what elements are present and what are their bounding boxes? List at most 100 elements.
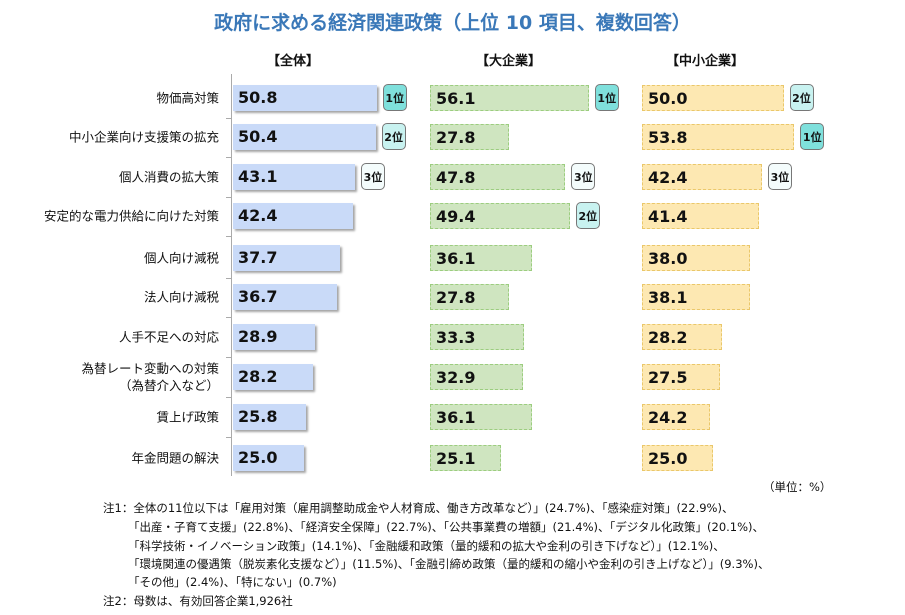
bar: 37.7: [233, 245, 340, 271]
panel-header-sme: 【中小企業】: [666, 54, 745, 69]
category-label: 中小企業向け支援策の拡充: [68, 129, 219, 145]
bar: 42.4: [642, 164, 762, 190]
rank-badge: 2位: [381, 123, 406, 150]
category-label: 安定的な電力供給に向けた対策: [43, 208, 219, 224]
data-label: 36.1: [436, 249, 476, 268]
data-label: 47.8: [436, 168, 476, 187]
data-label: 25.0: [648, 449, 688, 468]
chart-title: 政府に求める経済関連政策（上位 10 項目、複数回答）: [214, 12, 691, 34]
bar: 50.8: [233, 85, 377, 111]
axis-tick: [226, 317, 231, 318]
data-label: 32.9: [436, 368, 476, 387]
note-line: 注1：全体の11位以下は「雇用対策（雇用調整助成金や人材育成、働き方改革など）」…: [103, 501, 734, 515]
data-label: 37.7: [238, 248, 278, 267]
data-label: 28.2: [648, 328, 688, 347]
data-label: 27.8: [436, 128, 476, 147]
data-label: 43.1: [238, 167, 278, 186]
data-label: 42.4: [648, 168, 688, 187]
bar: 25.0: [642, 445, 713, 471]
bar: 38.0: [642, 245, 750, 271]
unit-label: （単位：%）: [763, 480, 832, 494]
bar: 25.0: [233, 445, 304, 471]
data-label: 24.2: [648, 408, 688, 427]
category-label: 法人向け減税: [143, 289, 219, 305]
axis-tick: [226, 278, 231, 279]
bar: 50.4: [233, 124, 376, 150]
axis-tick: [226, 397, 231, 398]
axis-tick: [226, 197, 231, 198]
bar: 38.1: [642, 284, 750, 310]
data-label: 50.4: [238, 127, 278, 146]
data-label: 27.8: [436, 288, 476, 307]
data-label: 42.4: [238, 206, 278, 225]
bar: 27.5: [642, 364, 720, 390]
category-axis: [231, 74, 232, 476]
data-label: 25.8: [238, 407, 278, 426]
bar: 24.2: [642, 404, 711, 430]
axis-tick: [226, 437, 231, 438]
bar: 43.1: [233, 164, 355, 190]
data-label: 25.1: [436, 449, 476, 468]
rank-badge: 1位: [800, 123, 825, 150]
data-label: 50.0: [648, 89, 688, 108]
category-label: 年金問題の解決: [131, 450, 219, 466]
bar: 47.8: [430, 164, 566, 190]
data-label: 33.3: [436, 328, 476, 347]
data-label: 28.9: [238, 327, 278, 346]
data-label: 38.0: [648, 249, 688, 268]
bar: 32.9: [430, 364, 524, 390]
data-label: 38.1: [648, 288, 688, 307]
data-label: 36.7: [238, 287, 278, 306]
bar: 33.3: [430, 324, 525, 350]
bar: 27.8: [430, 124, 509, 150]
bar: 36.7: [233, 284, 337, 310]
data-label: 27.5: [648, 368, 688, 387]
data-label: 28.2: [238, 367, 278, 386]
bar: 28.2: [233, 364, 313, 390]
bar: 36.1: [430, 245, 533, 271]
data-label: 50.8: [238, 88, 278, 107]
category-label: 個人消費の拡大策: [118, 169, 219, 185]
data-label: 25.0: [238, 448, 278, 467]
axis-tick: [226, 118, 231, 119]
category-label: 物価高対策: [156, 90, 219, 106]
note-line: 「その他」(2.4%)、「特にない」(0.7%): [128, 575, 337, 589]
data-label: 36.1: [436, 408, 476, 427]
category-label: 賃上げ政策: [156, 409, 219, 425]
category-label: 個人向け減税: [143, 250, 219, 266]
bar: 25.1: [430, 445, 502, 471]
bar: 28.9: [233, 324, 315, 350]
rank-badge: 2位: [575, 202, 600, 229]
bar: 53.8: [642, 124, 795, 150]
bar: 36.1: [430, 404, 533, 430]
note-line: 注2：母数は、有効回答企業1,926社: [103, 594, 293, 608]
category-label: 為替レート変動への対策 （為替介入など）: [81, 361, 219, 393]
rank-badge: 3位: [571, 163, 596, 190]
bar: 27.8: [430, 284, 509, 310]
axis-tick: [226, 157, 231, 158]
bar: 49.4: [430, 203, 570, 229]
data-label: 53.8: [648, 128, 688, 147]
panel-header-all: 【全体】: [267, 54, 320, 69]
data-label: 41.4: [648, 207, 688, 226]
data-label: 56.1: [436, 89, 476, 108]
note-line: 「科学技術・イノベーション政策」(14.1%)、「金融緩和政策（量的緩和の拡大や…: [128, 539, 725, 553]
rank-badge: 3位: [767, 163, 792, 190]
note-line: 「環境関連の優遇策（脱炭素化支援など）」(11.5%)、「金融引締め政策（量的緩…: [128, 557, 770, 571]
bar: 56.1: [430, 85, 589, 111]
panel-header-large: 【大企業】: [476, 54, 542, 69]
bar: 28.2: [642, 324, 722, 350]
data-label: 49.4: [436, 207, 476, 226]
bar: 41.4: [642, 203, 760, 229]
rank-badge: 1位: [594, 84, 619, 111]
note-line: 「出産・子育て支援」(22.8%)、「経済安全保障」(22.7%)、「公共事業費…: [128, 520, 765, 534]
axis-tick: [226, 357, 231, 358]
axis-tick: [226, 236, 231, 237]
bar: 25.8: [233, 404, 306, 430]
rank-badge: 3位: [360, 163, 385, 190]
bar: 42.4: [233, 203, 353, 229]
rank-badge: 2位: [789, 84, 814, 111]
bar: 50.0: [642, 85, 784, 111]
category-label: 人手不足への対応: [118, 329, 219, 345]
